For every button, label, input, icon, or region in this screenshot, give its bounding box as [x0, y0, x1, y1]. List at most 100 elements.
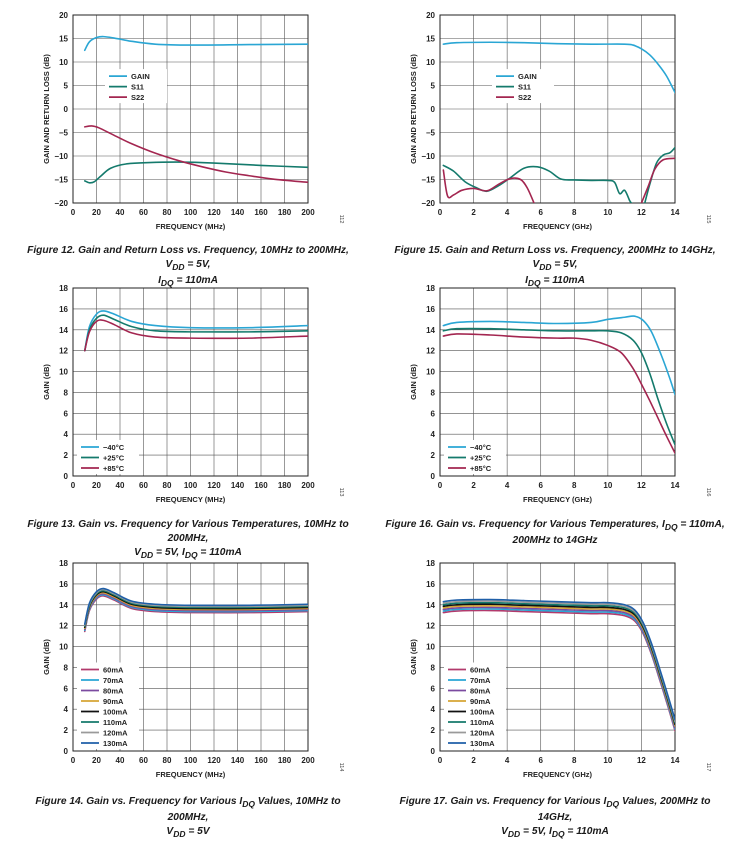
x-tick-label: 0 [438, 481, 443, 490]
chart-fig13: 0 20 40 60 80 100 120 140 160 180 200 0 2 4 6 8 10 12 14 16… [30, 283, 350, 511]
y-tick-label: 10 [426, 643, 435, 652]
y-tick-label: 18 [426, 559, 435, 568]
y-tick-label: −15 [421, 176, 435, 185]
y-axis-label: GAIN AND RETURN LOSS (dB) [42, 54, 51, 164]
y-tick-label: 18 [59, 284, 68, 293]
figure-number: 117 [705, 763, 711, 772]
x-tick-label: 10 [603, 481, 612, 490]
y-tick-label: 8 [431, 388, 436, 397]
series-group [83, 587, 308, 633]
figure-number: 116 [705, 488, 711, 497]
x-tick-label: 0 [71, 208, 76, 217]
series-line-gain [83, 35, 308, 52]
x-tick-label: 14 [671, 208, 680, 217]
y-tick-label: 10 [59, 58, 68, 67]
plot-frame [72, 287, 309, 477]
x-axis-label: FREQUENCY (GHz) [523, 770, 593, 779]
x-tick-label: 140 [231, 756, 245, 765]
x-tick-label: 6 [538, 208, 543, 217]
x-tick-label: 14 [671, 756, 680, 765]
y-tick-label: −15 [54, 176, 68, 185]
x-tick-label: 160 [254, 208, 268, 217]
x-tick-label: 180 [278, 481, 292, 490]
x-tick-label: 100 [184, 208, 198, 217]
y-tick-label: 12 [426, 347, 435, 356]
y-tick-label: 10 [426, 368, 435, 377]
series-line-85c [83, 319, 308, 352]
y-tick-label: 0 [64, 747, 69, 756]
caption-fig16: Figure 16. Gain vs. Frequency for Variou… [385, 519, 725, 547]
y-tick-label: 0 [431, 472, 436, 481]
legend: −40°C+25°C +85°C [77, 440, 139, 474]
series-line-40c [442, 315, 675, 396]
series-line-s11 [442, 164, 633, 203]
series-line-25c [83, 314, 308, 352]
x-tick-label: 0 [438, 756, 443, 765]
plot-frame [439, 287, 676, 477]
plot-frame [439, 14, 676, 204]
legend-entry: 110mA [470, 718, 495, 727]
plot-frame [72, 562, 309, 752]
legend-entry: S11 [131, 82, 144, 91]
caption-fig12: Figure 12. Gain and Return Loss vs. Freq… [27, 245, 349, 289]
x-tick-label: 14 [671, 481, 680, 490]
chart-fig12: 0 20 40 60 80 100 120 140 160 180 200 −20 −15 −10 −5 0 5… [30, 10, 350, 238]
x-axis-label: FREQUENCY (MHz) [156, 770, 226, 779]
y-tick-label: −20 [54, 199, 68, 208]
y-tick-label: 2 [431, 451, 436, 460]
legend-entry: 70mA [470, 676, 491, 685]
x-tick-label: 8 [572, 208, 577, 217]
y-tick-label: 15 [59, 35, 68, 44]
series-group [442, 41, 675, 203]
y-tick-label: 12 [59, 622, 68, 631]
x-tick-label: 100 [184, 481, 198, 490]
y-tick-label: 14 [426, 601, 435, 610]
legend-entry: 100mA [103, 707, 128, 716]
y-tick-label: 0 [64, 472, 69, 481]
y-tick-label: 10 [426, 58, 435, 67]
y-tick-label: 6 [431, 409, 436, 418]
x-tick-label: 80 [163, 208, 172, 217]
chart-fig16: 0 2 4 6 8 10 12 14 0 2 4 6 8 10 12 14 16 18 FREQUENCY (GHz… [397, 283, 717, 511]
legend-entry: 60mA [103, 665, 124, 674]
series-group [442, 598, 675, 732]
series-line-s22 [83, 125, 308, 184]
x-tick-label: 2 [471, 481, 476, 490]
legend-entry: S11 [518, 82, 531, 91]
x-tick-label: 12 [637, 756, 646, 765]
y-tick-label: 8 [64, 388, 69, 397]
x-tick-label: 120 [207, 481, 221, 490]
x-tick-label: 8 [572, 756, 577, 765]
x-axis-label: FREQUENCY (GHz) [523, 495, 593, 504]
x-tick-label: 4 [505, 208, 510, 217]
figure-number: 113 [338, 488, 344, 497]
legend-entry: +25°C [103, 453, 125, 462]
series-line-40c [83, 310, 308, 352]
x-tick-label: 6 [538, 756, 543, 765]
x-tick-label: 160 [254, 756, 268, 765]
y-tick-label: 2 [64, 726, 69, 735]
series-line-s22 [442, 169, 535, 203]
y-tick-label: −10 [54, 152, 68, 161]
y-tick-label: 4 [431, 705, 436, 714]
y-axis-label: GAIN (dB) [42, 364, 51, 400]
x-tick-label: 2 [471, 756, 476, 765]
x-tick-label: 0 [71, 481, 76, 490]
plot-frame [439, 562, 676, 752]
x-tick-label: 160 [254, 481, 268, 490]
y-tick-label: 20 [59, 11, 68, 20]
x-tick-label: 40 [116, 481, 125, 490]
legend-entry: 120mA [470, 728, 495, 737]
x-tick-label: 12 [637, 481, 646, 490]
x-tick-label: 200 [301, 481, 315, 490]
y-tick-label: 12 [426, 622, 435, 631]
y-tick-label: 16 [426, 580, 435, 589]
x-axis-label: FREQUENCY (GHz) [523, 222, 593, 231]
caption-fig15: Figure 15. Gain and Return Loss vs. Freq… [394, 245, 716, 289]
y-tick-label: 4 [64, 430, 69, 439]
legend-entry: 60mA [470, 665, 491, 674]
